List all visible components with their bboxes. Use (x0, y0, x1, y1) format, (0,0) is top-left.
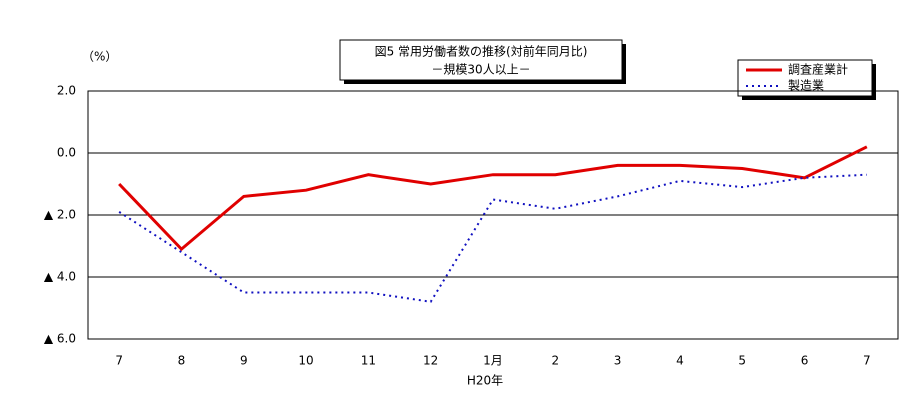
chart-title: 図5 常用労働者数の推移(対前年同月比) (375, 44, 588, 59)
x-tick-label: 7 (115, 354, 123, 368)
x-tick-label: 5 (738, 354, 746, 368)
legend-label: 製造業 (788, 79, 824, 93)
x-tick-label: 2 (551, 354, 559, 368)
x-tick-label: 9 (240, 354, 248, 368)
series-line (118, 145, 868, 252)
x-tick-label: 11 (361, 354, 376, 368)
x-sublabel: H20年 (467, 374, 503, 388)
legend-box (737, 59, 873, 97)
x-tick-label: 4 (676, 354, 684, 368)
x-tick-label: 6 (801, 354, 809, 368)
y-tick-label: ▲ 6.0 (44, 332, 76, 346)
y-tick-label: 0.0 (57, 146, 76, 160)
y-unit: （%） (82, 50, 117, 64)
x-tick-label: 7 (863, 354, 871, 368)
y-tick-label: ▲ 4.0 (44, 270, 76, 284)
x-tick-label: 8 (178, 354, 186, 368)
x-tick-label: 3 (614, 354, 622, 368)
y-tick-label: 2.0 (57, 84, 76, 98)
chart-subtitle: －規模30人以上－ (431, 62, 530, 77)
y-tick-label: ▲ 2.0 (44, 208, 76, 222)
legend-label: 調査産業計 (788, 62, 848, 77)
x-tick-label: 10 (298, 354, 313, 368)
series-line (118, 173, 867, 303)
title-box (339, 39, 623, 81)
x-tick-label: 1月 (483, 354, 503, 368)
x-tick-label: 12 (423, 354, 438, 368)
